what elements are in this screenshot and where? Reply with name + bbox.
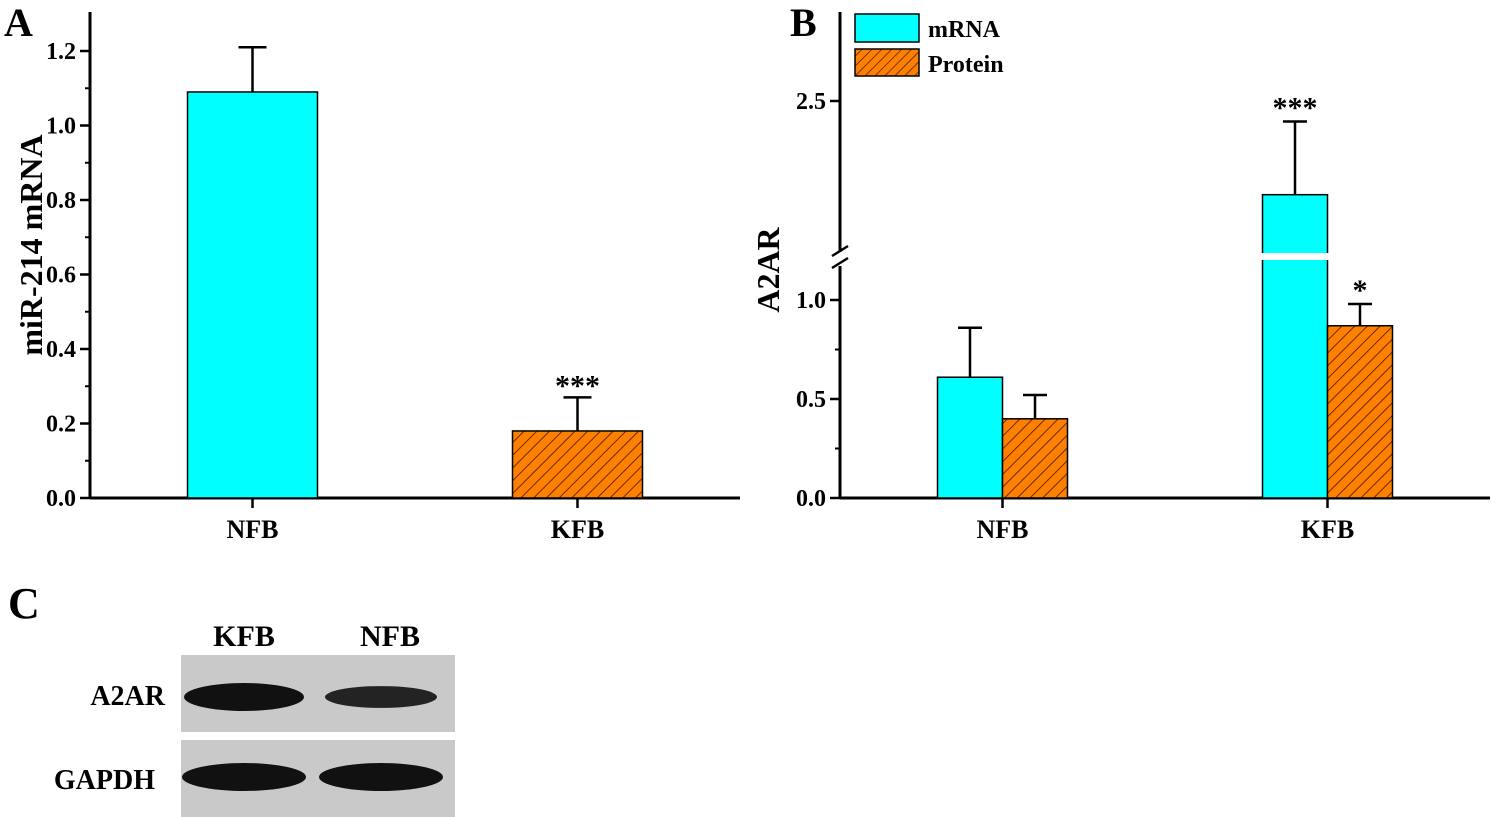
panel-b-legend: mRNA Protein	[854, 13, 1004, 78]
blot-band	[319, 763, 443, 791]
panel-a-y-tick-label: 1.2	[46, 39, 76, 65]
panel-a-bar-nfb	[186, 91, 319, 499]
panel-b-y-tick-label: 2.5	[796, 89, 826, 115]
panel-a-x-tick-label: KFB	[551, 515, 604, 544]
panel-a-y-tick-label: 0.0	[46, 486, 76, 512]
panel-b-label: B	[790, 0, 817, 45]
panel-b-bar-mrna-nfb	[936, 376, 1004, 499]
blot-row-label-gapdh: GAPDH	[54, 765, 155, 796]
panel-b-significance: *	[1353, 274, 1368, 307]
panel-a-label: A	[4, 0, 33, 45]
panel-b-y-axis-label: A2AR	[750, 226, 786, 312]
legend-label-protein: Protein	[928, 52, 1004, 78]
panel-b-bar-mrna-kfb	[1261, 193, 1329, 499]
legend-label-mrna: mRNA	[928, 17, 1001, 43]
blot-row-label-a2ar: A2AR	[90, 681, 165, 712]
panel-a-y-tick-label: 0.4	[46, 337, 76, 363]
panel-a-x-tick-label: NFB	[227, 515, 279, 544]
panel-a-bars: ***	[186, 46, 644, 499]
panel-a-y-tick-label: 0.8	[46, 188, 76, 214]
panel-b-x-tick-label: NFB	[977, 515, 1029, 544]
blot-band	[182, 763, 306, 791]
panel-a-bar-kfb	[511, 430, 644, 499]
legend-swatch-protein	[854, 48, 920, 77]
legend-swatch-mrna	[854, 13, 920, 43]
panel-b-bar-protein-kfb	[1326, 324, 1394, 499]
panel-b-bars: ****	[936, 91, 1394, 499]
panel-a-y-axis-label: miR-214 mRNA	[13, 134, 49, 355]
panel-b-significance: ***	[1273, 91, 1318, 124]
panel-a-axes: 0.0 0.2 0.4 0.6 0.8 1.0 1.2 NFB KFB	[46, 12, 740, 544]
panel-b-bar-protein-nfb	[1001, 418, 1069, 499]
panel-c-label: C	[8, 579, 40, 628]
blot-lane-label-kfb: KFB	[213, 620, 275, 653]
panel-a-y-tick-label: 0.2	[46, 412, 76, 438]
panel-b-y-tick-label: 1.0	[796, 288, 826, 314]
panel-a-y-tick-label: 0.6	[46, 263, 76, 289]
panel-c-western-blot: C KFB NFB A2AR GAPDH	[8, 579, 455, 817]
panel-a-y-tick-label: 1.0	[46, 114, 76, 140]
panel-b-bar-break-gap	[1260, 253, 1330, 260]
panel-a-chart: A miR-214 mRNA 0.0 0.2 0.4 0.6 0.8 1.0 1.2 NFB K…	[4, 0, 740, 544]
panel-b-axis-break-mark	[831, 256, 849, 270]
blot-band	[325, 686, 437, 708]
panel-b-y-tick-label: 0.0	[796, 486, 826, 512]
blot-band	[184, 683, 304, 711]
blot-image	[181, 655, 455, 817]
panel-a-significance: ***	[555, 369, 600, 402]
panel-b-y-tick-label: 0.5	[796, 387, 826, 413]
blot-lane-label-nfb: NFB	[360, 620, 420, 653]
panel-b-axis-break-mark	[831, 244, 849, 258]
panel-b-x-tick-label: KFB	[1301, 515, 1354, 544]
